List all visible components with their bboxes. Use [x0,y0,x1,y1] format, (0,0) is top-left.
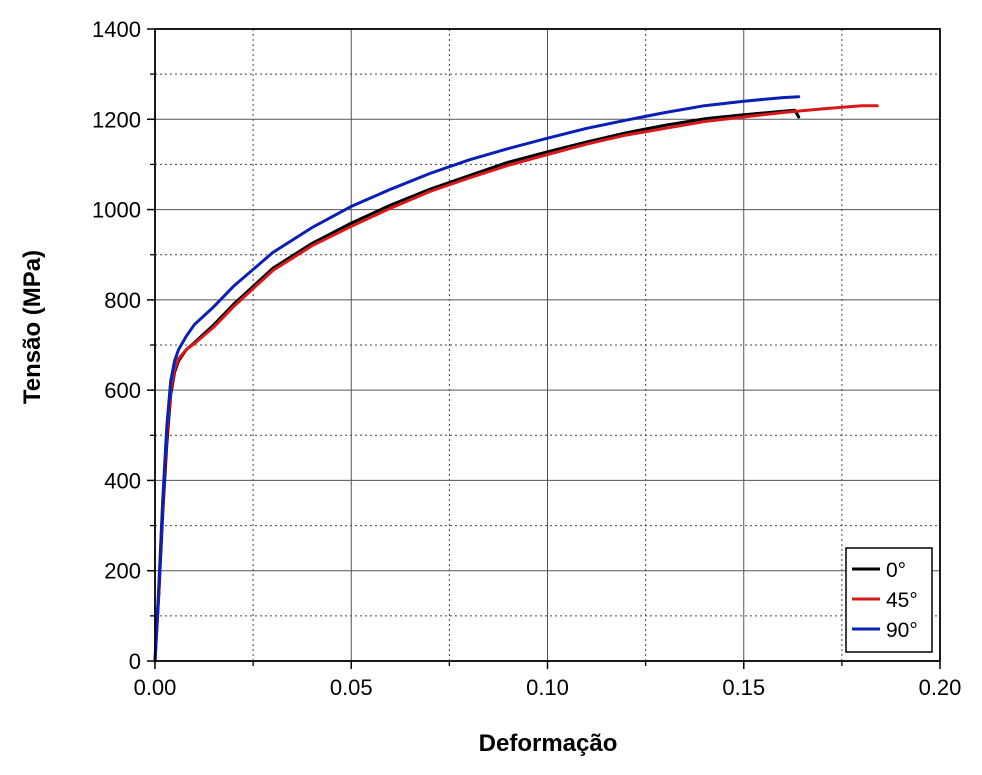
x-tick-label: 0.00 [134,675,177,700]
series-layer [153,95,879,663]
y-tick-label: 400 [104,468,141,493]
x-tick-label: 0.15 [722,675,765,700]
x-tick-label: 0.05 [330,675,373,700]
legend-label-1: 45° [886,589,918,612]
legend: 0° 45° 90° [845,547,933,653]
minor-grid [155,29,940,661]
y-tick-label: 0 [129,649,141,674]
legend-label-0: 0° [886,559,906,582]
y-tick-label: 800 [104,288,141,313]
y-tick-label: 200 [104,559,141,584]
y-tick-label: 600 [104,378,141,403]
major-grid [155,29,940,661]
y-tick-label: 1400 [92,17,141,42]
y-tick-label: 1000 [92,198,141,223]
y-axis-title: Tensão (MPa) [19,250,46,404]
y-tick-label: 1200 [92,107,141,132]
series-line-2 [153,95,801,663]
legend-label-2: 90° [886,619,918,642]
x-tick-labels: 0.00 0.05 0.10 0.15 0.20 [134,675,962,700]
axis-ticks [147,28,941,669]
series-line-1 [153,104,879,663]
y-tick-labels: 0 200 400 600 800 1000 1200 1400 [92,17,141,674]
x-tick-label: 0.20 [919,675,962,700]
x-axis-title: Deformação [479,730,618,757]
x-tick-label: 0.10 [526,675,569,700]
